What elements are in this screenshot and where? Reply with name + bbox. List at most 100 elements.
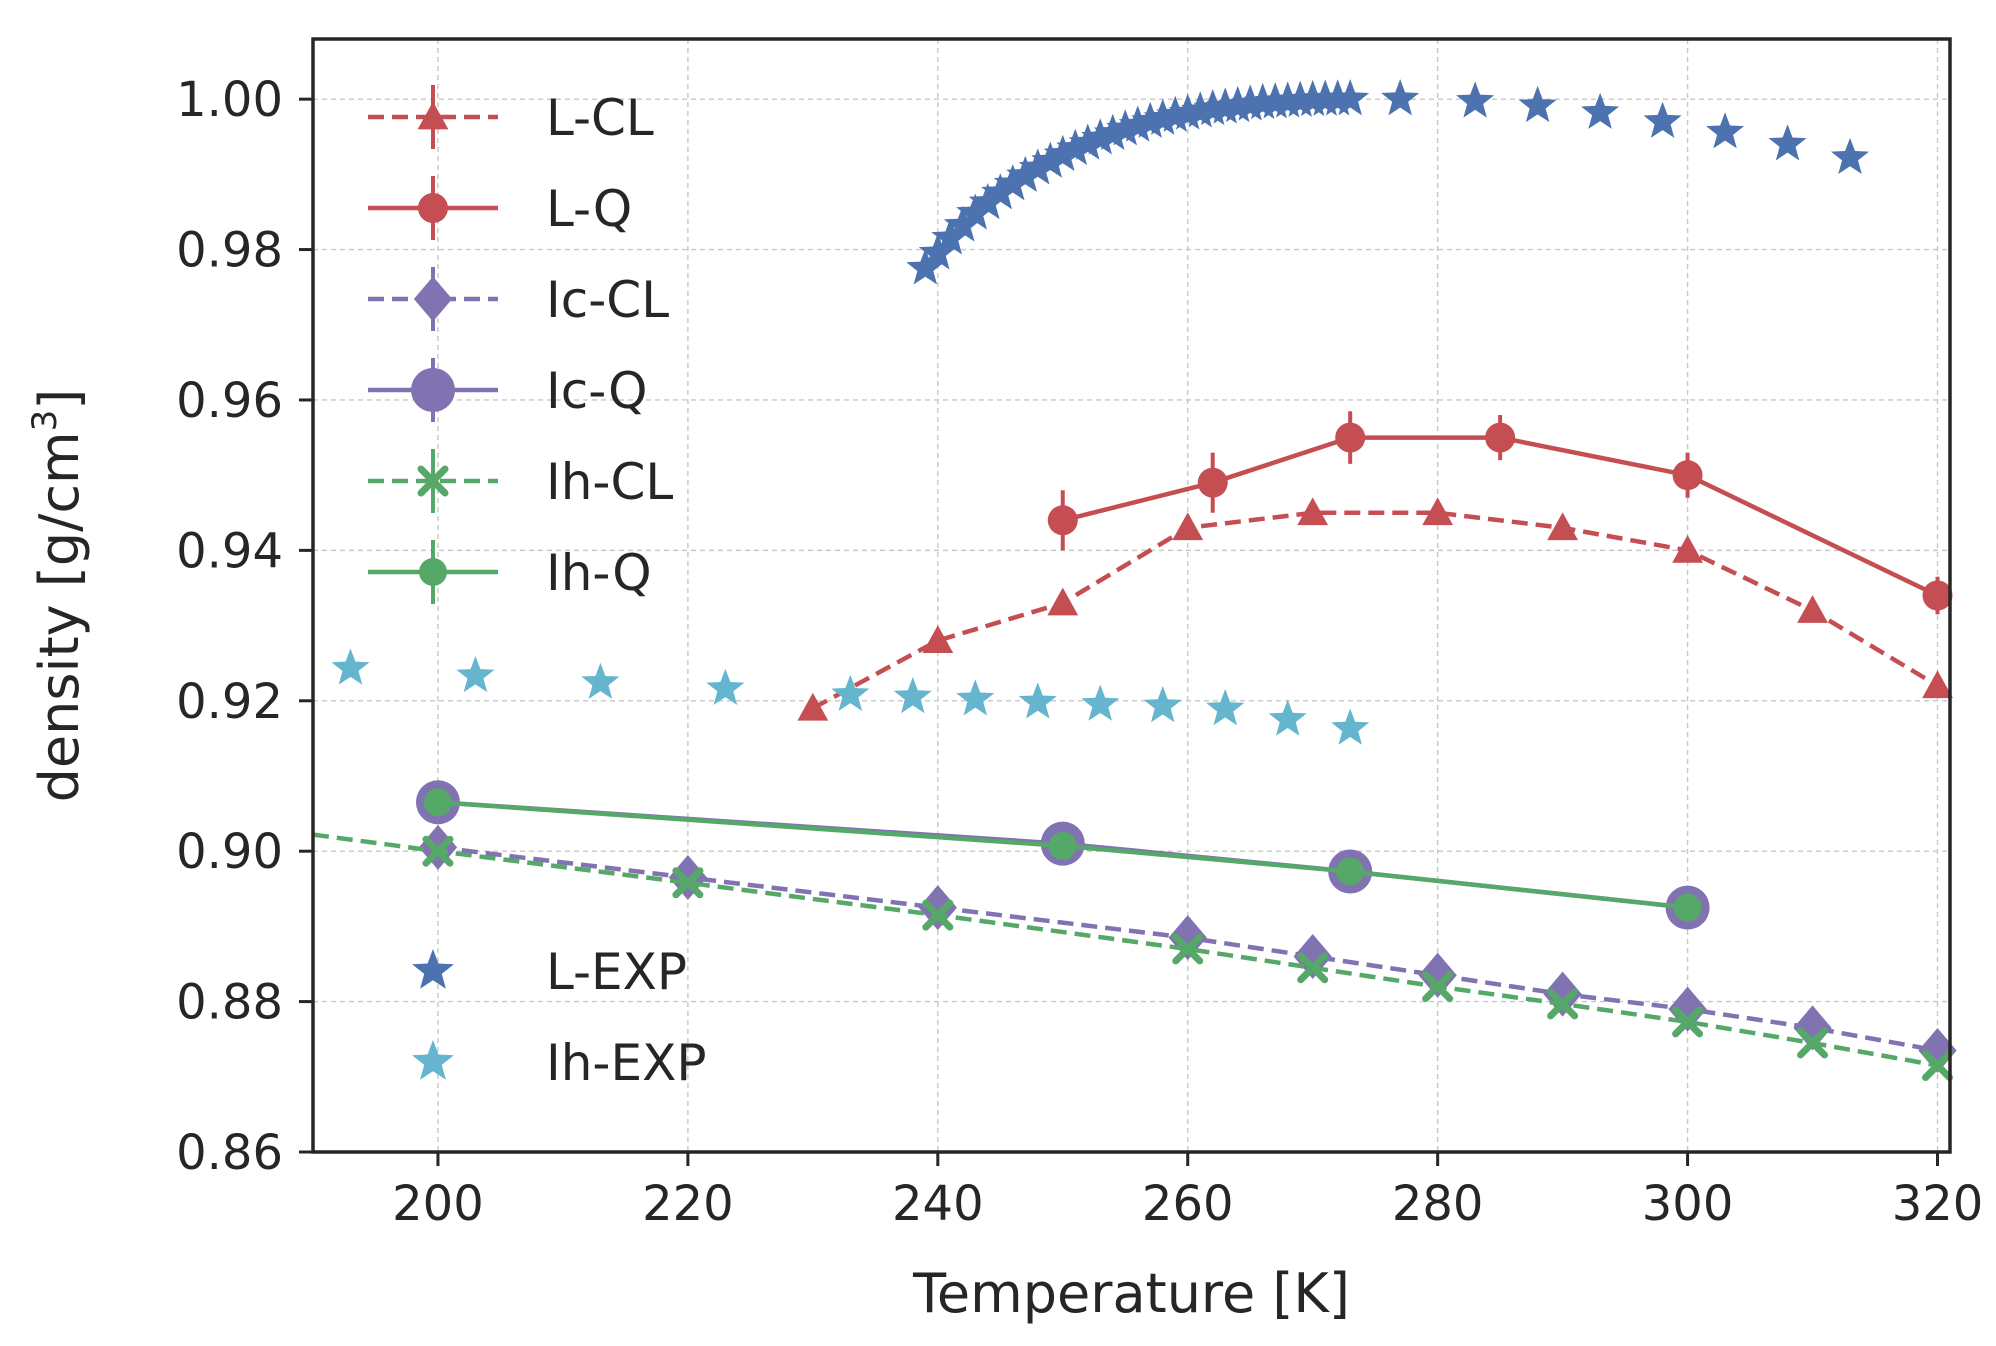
x-tick-label: 200 (392, 1176, 484, 1232)
data-point-ih-cl (1547, 988, 1579, 1020)
scatter-layer (331, 79, 1870, 745)
data-point-l-exp (1031, 141, 1070, 178)
data-point-l-exp (1581, 92, 1620, 129)
legend-entry-l-cl: L-CL (368, 85, 654, 149)
data-point-ih-exp (456, 655, 495, 693)
data-point-ic-cl (1543, 971, 1582, 1017)
y-tick-label: 0.94 (176, 523, 283, 579)
data-point-l-exp (1456, 81, 1495, 118)
tick-layer: 200 220 240 260 280 300 320 0.86 0.88 0.90 0.92 0.9… (176, 72, 1983, 1232)
y-tick-label: 0.98 (176, 223, 283, 279)
data-point-l-exp (968, 182, 1007, 220)
data-point-ih-exp (1206, 689, 1245, 726)
data-point-l-cl (922, 625, 954, 653)
legend-entry-l-q: L-Q (368, 176, 632, 240)
data-point-l-exp (993, 164, 1032, 201)
data-point-l-exp (1381, 79, 1420, 116)
data-point-ih-q (1336, 857, 1365, 886)
legend-entry-l-exp: L-EXP (412, 943, 687, 1001)
y-tick-label: 0.92 (176, 674, 283, 730)
legend-entry-ih-q: Ih-Q (368, 540, 652, 604)
data-point-l-exp (956, 193, 995, 230)
x-tick-label: 280 (1392, 1176, 1484, 1232)
data-point-l-exp (1518, 85, 1557, 123)
legend-entry-ic-cl: Ic-CL (368, 267, 669, 331)
plot-frame (311, 37, 1952, 1154)
data-point-ih-cl (1672, 1006, 1704, 1038)
legend-label-ic-cl: Ic-CL (546, 271, 669, 329)
legend-label-l-q: L-Q (546, 180, 632, 238)
data-point-ih-exp (1268, 699, 1307, 736)
data-point-l-q (1672, 460, 1703, 491)
data-point-l-exp (981, 173, 1020, 210)
legend-marker-ih-cl (417, 465, 449, 497)
data-point-l-exp (1043, 134, 1082, 171)
data-point-l-exp (1768, 124, 1807, 161)
data-point-l-cl (1672, 534, 1703, 563)
y-tick-label: 0.86 (176, 1125, 283, 1181)
x-tick-label: 260 (1142, 1176, 1234, 1232)
data-point-ic-cl (1418, 952, 1457, 998)
data-point-l-exp (1081, 118, 1120, 155)
data-point-l-exp (1206, 87, 1245, 124)
data-point-l-exp (906, 248, 945, 285)
data-point-ic-cl (1918, 1027, 1957, 1073)
y-tick-label: 0.90 (176, 824, 283, 880)
legend-marker-ih-q (419, 558, 447, 586)
x-tick-label: 220 (642, 1176, 734, 1232)
data-point-l-cl (1297, 497, 1329, 526)
data-point-l-exp (1118, 105, 1157, 142)
data-point-ih-cl (1297, 952, 1329, 984)
legend-label-ih-exp: Ih-EXP (546, 1034, 706, 1092)
data-point-l-exp (1093, 113, 1132, 150)
legend-label-ic-q: Ic-Q (546, 362, 647, 420)
data-point-ic-cl (918, 885, 957, 931)
data-point-l-q (1197, 467, 1228, 498)
data-point-l-cl (1047, 587, 1079, 616)
legend-entry-ih-cl: Ih-CL (368, 449, 673, 513)
y-axis-label-close: ] (28, 389, 91, 410)
data-point-l-exp (1181, 91, 1220, 128)
data-point-ih-exp (581, 662, 620, 699)
y-tick-label: 0.96 (176, 373, 283, 429)
data-point-ih-cl (672, 867, 704, 899)
x-tick-label: 320 (1892, 1176, 1984, 1232)
data-point-l-exp (1156, 95, 1195, 132)
data-point-ih-cl (422, 835, 454, 867)
data-point-l-exp (1231, 84, 1270, 121)
data-point-ih-exp (706, 668, 745, 705)
data-point-ih-exp (956, 679, 995, 716)
data-point-l-exp (943, 205, 982, 242)
data-point-l-cl (1922, 670, 1953, 699)
legend-label-ih-q: Ih-Q (546, 544, 652, 602)
data-point-ih-exp (831, 674, 870, 711)
series-line-l-cl (811, 510, 1939, 711)
series-line-l-q (1062, 435, 1939, 598)
data-point-ih-cl (1172, 933, 1204, 965)
data-point-ih-q (1048, 831, 1077, 860)
data-point-l-exp (1143, 98, 1182, 135)
data-point-l-q (1485, 422, 1516, 453)
legend-label-l-exp: L-EXP (546, 943, 687, 1001)
data-point-ih-exp (893, 677, 932, 714)
data-point-ih-exp (1143, 686, 1182, 723)
data-point-l-exp (1168, 93, 1207, 130)
data-point-l-cl (1422, 497, 1454, 526)
data-point-l-exp (918, 233, 957, 270)
data-point-l-exp (1131, 101, 1170, 138)
legend-marker-ih-exp (412, 1040, 454, 1080)
legend-marker-l-cl (417, 101, 449, 130)
data-point-l-exp (1706, 112, 1745, 149)
legend-marker-l-q (418, 193, 448, 223)
x-axis-label: Temperature [K] (912, 1262, 1350, 1325)
x-tick-label: 300 (1642, 1176, 1734, 1232)
data-point-l-exp (1018, 148, 1057, 185)
data-point-l-q (1335, 422, 1366, 453)
data-point-ih-cl (1797, 1027, 1829, 1059)
data-point-l-exp (1831, 137, 1870, 174)
series-line-ih-q (437, 800, 1688, 910)
legend-marker-ic-cl (413, 276, 453, 322)
series-ic-cl (418, 824, 1957, 1073)
y-axis-label: density [g/cm3] (25, 389, 91, 803)
